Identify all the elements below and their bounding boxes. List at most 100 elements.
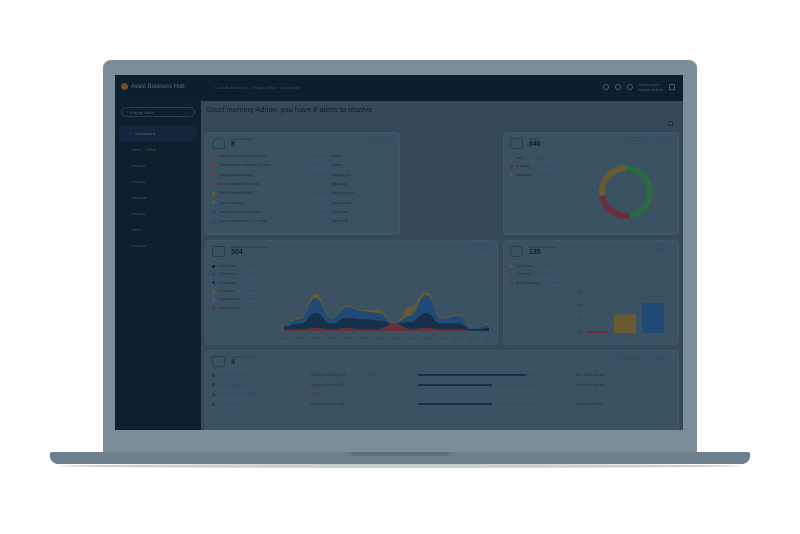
subscription-extra-link[interactable]: Multiple <box>366 373 378 377</box>
user-avatar-icon[interactable] <box>626 84 633 90</box>
subscription-expiry: Expired <box>311 392 323 397</box>
report-button[interactable]: Report <box>650 355 672 362</box>
subscription-name-link[interactable]: Antivirus Pro Plus <box>218 373 245 377</box>
alert-text: Protection components disabled <box>218 154 267 158</box>
breadcrumb[interactable]: Local Business Inc. / Prague Office / Da… <box>215 85 301 90</box>
sidebar-item-label: Patches <box>131 195 146 200</box>
subscription-name-link[interactable]: Cloud Backup <box>218 402 240 407</box>
alert-devices-link[interactable]: 6 devices <box>312 191 327 196</box>
notifications-icon[interactable] <box>614 84 621 90</box>
alert-action-label: Quick scan <box>331 209 348 214</box>
chevron-down-icon: ⌄ <box>390 154 393 158</box>
legend-dot <box>212 272 215 276</box>
legend-devices-link[interactable]: 210 devices <box>536 164 555 169</box>
alert-devices-link[interactable]: 45 devices <box>310 163 327 168</box>
alert-action-select[interactable]: View patches ⌄ <box>331 173 393 178</box>
legend-devices-link[interactable]: 1 device <box>245 297 259 302</box>
subscription-expiry: Expiring 21st Aug 2022 <box>311 373 346 377</box>
report-button[interactable]: Report <box>650 137 672 144</box>
sidebar-item-devices[interactable]: ▫ Devices <box>115 157 201 173</box>
threats-card: Threats found in last 14 days 304 Report… <box>205 240 498 345</box>
chevron-down-icon: ⌄ <box>390 200 393 205</box>
legend-dot <box>212 289 215 293</box>
alert-action-select[interactable]: Quick scan ⌄ <box>331 210 393 215</box>
alerts-label: Alerts to resolve <box>231 137 253 141</box>
help-icon[interactable] <box>669 84 675 90</box>
sidebar-item-label: Devices <box>131 163 146 168</box>
legend-devices-link[interactable]: 1 device <box>245 305 259 310</box>
legend-devices-link[interactable]: 1 device <box>242 264 255 268</box>
alert-devices-link[interactable]: 7 devices <box>312 200 327 205</box>
brand[interactable]: Avast Business Hub <box>121 83 185 90</box>
alert-action-select[interactable]: Update ⌄ <box>331 163 393 169</box>
legend-devices-link[interactable]: 10 devices <box>537 264 555 268</box>
sidebar-item-alerts[interactable]: ▫ Alerts NEW <box>115 141 201 157</box>
alert-devices-link[interactable]: 3 devices <box>312 219 327 224</box>
y-tick-label: 200 <box>578 303 583 307</box>
legend-devices-link[interactable]: 400 devices <box>528 156 548 160</box>
threats-area-chart: Jan 1 Jan 2 Jan 3 Jan 4 Jan 5 Jan 6 Jan 7 Jan 8… <box>282 292 492 340</box>
x-tick-label: Jan 3 <box>312 336 320 340</box>
report-button[interactable]: Report <box>469 245 491 252</box>
alert-devices-link[interactable]: 3 devices <box>312 172 327 177</box>
alert-text: Critical patches missing <box>218 172 254 177</box>
legend-label: Safe <box>516 156 523 160</box>
legend-item: 2 Missing 10.3 devices <box>510 272 555 276</box>
nav-icon: ▫ <box>125 147 127 152</box>
legend-devices-link[interactable]: 15 devices <box>544 280 561 285</box>
add-device-button[interactable]: + Add device <box>618 137 648 144</box>
alert-row: Devices require restart <box>212 191 252 195</box>
legend-devices-link[interactable]: 1 device <box>242 272 256 277</box>
buy-subscriptions-button[interactable]: Buy subscriptions <box>612 355 648 362</box>
subscription-name-link[interactable]: Patch Management <box>218 382 248 387</box>
scans-card: Devices not scanned 135 Report 230 Faile… <box>503 240 679 345</box>
subscription-row: Patch Management <box>212 383 247 387</box>
credit-card-icon <box>212 356 225 367</box>
sidebar-item-users[interactable]: ▫ Users <box>115 221 201 237</box>
alert-action-select[interactable]: Restart devices ⌄ <box>331 191 393 197</box>
donut-slice-vulnerable <box>599 165 627 197</box>
nav-icon: ▫ <box>125 163 127 168</box>
sidebar-item-dashboard[interactable]: ▫ Dashboard <box>119 125 197 141</box>
subscription-usage: 827 of 840 devices <box>576 373 605 377</box>
sidebar-item-label: Alerts <box>131 147 142 152</box>
alert-action-select[interactable]: View patches ⌄ <box>331 201 393 206</box>
y-tick-label: 10 <box>578 329 582 333</box>
product-icon <box>212 393 215 396</box>
sidebar-item-reports[interactable]: ▫ Reports <box>115 205 201 221</box>
settings-icon[interactable] <box>602 84 609 90</box>
edit-layout-icon[interactable] <box>668 121 673 126</box>
alert-devices-link[interactable]: 6 devices <box>312 154 327 158</box>
alert-action-select[interactable]: Restart ⌄ <box>331 154 393 159</box>
alert-row: Virus definitions outdated 14+ days <box>212 163 271 167</box>
legend-devices-link[interactable]: 230 devices <box>538 172 557 177</box>
sidebar-item-account[interactable]: ▫ Account <box>115 237 201 253</box>
alert-action-select[interactable]: Update all ⌄ <box>331 182 393 187</box>
alert-action-label: Restart <box>331 154 342 158</box>
alert-action-select[interactable]: Connect all ⌄ <box>331 219 393 225</box>
legend-item: 356 Scheduled 15 devices <box>510 281 561 285</box>
alert-devices-link[interactable]: 14 devices <box>310 181 327 186</box>
legend-devices-link[interactable]: 12 devices <box>240 288 257 293</box>
subscription-name-link[interactable]: Premium Remote Control <box>218 392 257 397</box>
alert-text: Threats found and resolved <box>218 209 260 214</box>
alert-devices-link[interactable]: 7 devices <box>312 209 327 214</box>
alert-action-label: Restart devices <box>331 191 355 196</box>
legend-label: 230 Failed <box>516 264 532 268</box>
legend-devices-link[interactable]: 1 device <box>240 280 254 285</box>
x-tick-label: Jan 8 <box>391 336 399 340</box>
product-icon <box>212 383 215 387</box>
report-button[interactable]: Report <box>650 245 672 252</box>
sidebar-item-patches[interactable]: ▫ Patches <box>115 189 201 205</box>
sidebar-item-policies[interactable]: ▫ Policies <box>115 173 201 189</box>
legend-devices-link[interactable]: 10.3 devices <box>536 272 556 277</box>
alert-icon <box>212 219 215 223</box>
legend-label: 2 Missing <box>516 272 531 277</box>
sidebar-item-label: Users <box>131 227 142 232</box>
y-tick-label: 0 <box>578 331 580 335</box>
area-series-unresolved <box>284 323 489 331</box>
devices-count: 840 <box>529 141 541 148</box>
alert-settings-button[interactable]: Alert settings <box>363 137 393 144</box>
office-selector[interactable]: Prague Office ⌄ <box>121 107 195 117</box>
legend-item: Vulnerable 230 devices <box>510 173 556 177</box>
